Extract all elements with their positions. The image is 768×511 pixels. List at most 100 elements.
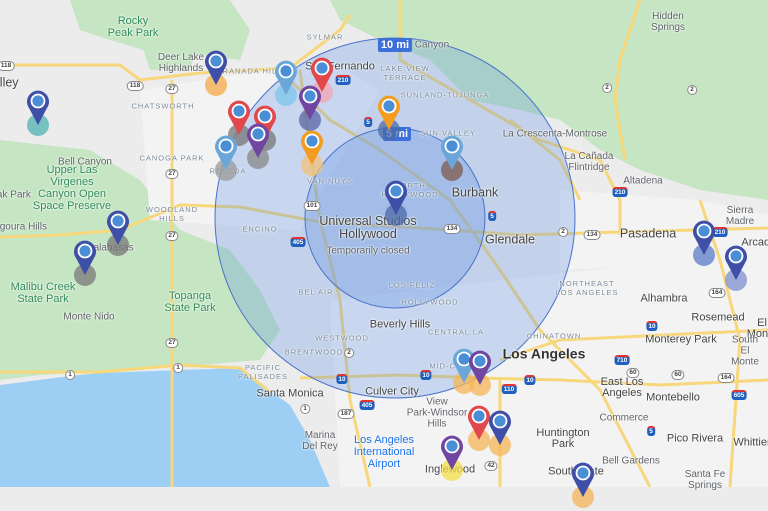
place-label: Upper Las Virgenes Canyon Open Space Pre… — [32, 164, 112, 212]
route-shield-icon: 27 — [165, 169, 179, 179]
map-marker-pin-icon[interactable] — [203, 49, 229, 99]
route-shield-icon: 1 — [173, 363, 183, 373]
place-label: Sierra Madre — [725, 205, 755, 227]
marker-dot — [250, 126, 266, 142]
place-label: Agoura Hills — [0, 221, 47, 233]
place-label: Bell Canyon — [58, 156, 112, 168]
place-label: Altadena — [623, 175, 663, 187]
place-label: CENTRAL LA — [428, 327, 484, 337]
route-shield-icon: 134 — [583, 230, 601, 240]
place-label: Valley — [0, 75, 19, 90]
route-shield-icon: 164 — [708, 288, 726, 298]
place-label: View Park-Windsor Hills — [406, 396, 468, 430]
marker-dot — [110, 213, 126, 229]
interstate-shield-icon: 5 — [488, 211, 496, 221]
place-label: Hidden Springs — [651, 11, 685, 33]
map-marker-pin-icon[interactable] — [439, 434, 465, 484]
marker-dot — [77, 243, 93, 259]
interstate-shield-icon: 10 — [336, 374, 348, 384]
place-label: Arcadia — [741, 236, 768, 249]
route-shield-icon: 2 — [344, 348, 354, 358]
map-marker-pin-icon[interactable] — [376, 94, 402, 144]
map-marker-pin-icon[interactable] — [273, 59, 299, 109]
place-label: PACIFIC PALISADES — [237, 363, 289, 381]
marker-dot — [218, 138, 234, 154]
route-shield-icon: 1 — [300, 404, 310, 414]
place-label: Los Angeles — [502, 345, 586, 362]
place-label: Santa Fe Springs — [684, 469, 726, 491]
place-label: Canyon — [414, 39, 450, 51]
place-label: Rocky Peak Park — [107, 15, 159, 39]
route-shield-icon: 2 — [558, 227, 568, 237]
map-marker-pin-icon[interactable] — [570, 461, 596, 511]
place-label: WOODLAND HILLS — [145, 205, 199, 223]
interstate-shield-icon: 110 — [501, 384, 517, 394]
route-shield-icon: 42 — [484, 461, 498, 471]
interstate-shield-icon: 10 — [420, 370, 432, 380]
interstate-shield-icon: 5 — [647, 426, 655, 436]
interstate-shield-icon: 10 — [524, 375, 536, 385]
place-label: El Monte — [746, 317, 768, 340]
marker-dot — [302, 88, 318, 104]
interstate-shield-icon: 605 — [731, 390, 747, 400]
place-label: LAKE VIEW TERRACE — [380, 64, 430, 82]
place-label: BEL AIR — [298, 287, 334, 297]
marker-dot — [444, 138, 460, 154]
route-shield-icon: 1 — [65, 370, 75, 380]
route-shield-icon: 101 — [303, 201, 321, 211]
marker-dot — [575, 465, 591, 481]
place-label: CHATSWORTH — [131, 101, 195, 111]
place-label: Rosemead — [691, 311, 745, 324]
place-label: Huntington Park — [536, 427, 590, 450]
marker-dot — [728, 248, 744, 264]
map-marker-pin-icon[interactable] — [487, 409, 513, 459]
interstate-shield-icon: 710 — [614, 355, 630, 365]
place-label: CHINATOWN — [526, 331, 582, 341]
place-label: NORTHEAST LOS ANGELES — [555, 279, 619, 297]
map-canvas[interactable] — [0, 0, 768, 487]
map-marker-pin-icon[interactable] — [451, 347, 477, 397]
map-marker-pin-icon[interactable] — [723, 244, 749, 294]
place-label: Culver City — [365, 385, 419, 398]
place-label: NORTH HOLLYWOOD — [381, 181, 439, 199]
marker-dot — [472, 353, 488, 369]
map-marker-pin-icon[interactable] — [72, 239, 98, 289]
route-shield-icon: 118 — [0, 61, 15, 71]
route-shield-icon: 60 — [671, 370, 685, 380]
place-label: Monte Nido — [63, 311, 115, 323]
route-shield-icon: 187 — [337, 409, 355, 419]
place-label: South El Monte — [731, 334, 759, 368]
map-marker-pin-icon[interactable] — [467, 349, 493, 399]
map-marker-pin-icon[interactable] — [25, 89, 51, 139]
parks — [0, 0, 768, 380]
ocean — [0, 368, 330, 487]
map-marker-pin-icon[interactable] — [105, 209, 131, 259]
map-marker-pin-icon[interactable] — [466, 404, 492, 454]
place-label: Temporarily closed — [326, 245, 410, 257]
marker-dot — [304, 133, 320, 149]
place-label: MID-CITY — [429, 361, 471, 371]
interstate-shield-icon: 210 — [335, 75, 351, 85]
place-label: La Cañada Flintridge — [564, 151, 614, 173]
map-marker-pin-icon[interactable] — [213, 134, 239, 184]
marker-dot — [208, 53, 224, 69]
map-marker-pin-icon[interactable] — [245, 122, 271, 172]
map-marker-pin-icon[interactable] — [383, 179, 409, 229]
place-label: CANOGA PARK — [139, 153, 205, 163]
map-marker-pin-icon[interactable] — [297, 84, 323, 134]
map-marker-pin-icon[interactable] — [299, 129, 325, 179]
route-shield-icon: 27 — [165, 84, 179, 94]
route-shield-icon: 118 — [126, 81, 144, 91]
map-marker-pin-icon[interactable] — [691, 219, 717, 269]
place-label: ENCINO — [242, 224, 278, 234]
place-label: BRENTWOOD — [284, 347, 344, 357]
map-marker-pin-icon[interactable] — [439, 134, 465, 184]
interstate-shield-icon: 10 — [646, 321, 658, 331]
marker-dot — [231, 103, 247, 119]
marker-dot — [30, 93, 46, 109]
place-label: Commerce — [599, 412, 649, 424]
route-shield-icon: 134 — [443, 224, 461, 234]
marker-dot — [381, 98, 397, 114]
marker-dot — [388, 183, 404, 199]
radius-label-10mi: 10 mi — [377, 38, 413, 52]
